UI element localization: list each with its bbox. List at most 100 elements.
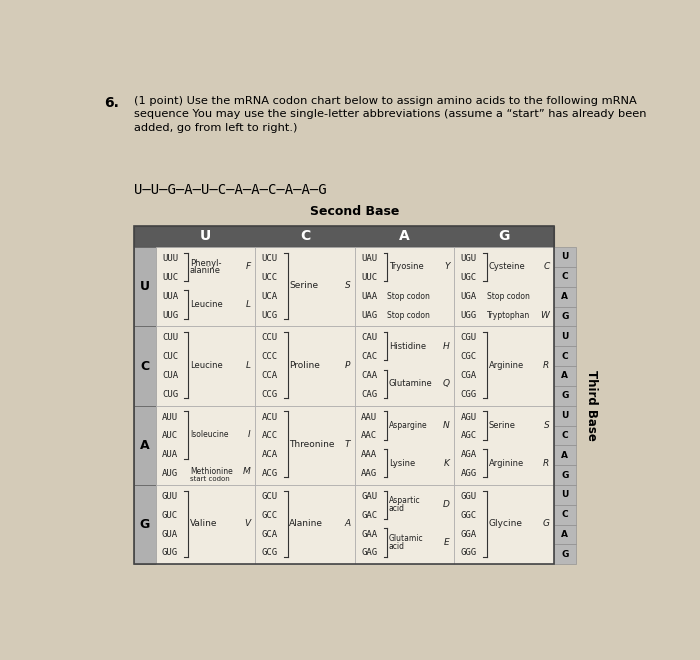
Text: UUU: UUU (162, 254, 178, 263)
Bar (134, 247, 155, 327)
Text: M: M (243, 467, 251, 477)
Text: GCA: GCA (262, 529, 278, 539)
Text: Leucine: Leucine (190, 300, 223, 309)
Text: Tryosine: Tryosine (389, 263, 424, 271)
Bar (554, 346, 575, 366)
Bar (355, 406, 454, 485)
Text: AAU: AAU (361, 412, 377, 422)
Text: R: R (543, 459, 550, 468)
Text: UUC: UUC (162, 273, 178, 282)
Text: Third Base: Third Base (584, 370, 598, 441)
Text: GAA: GAA (361, 529, 377, 539)
Text: (1 point) Use the mRNA codon chart below to assign amino acids to the following : (1 point) Use the mRNA codon chart below… (134, 96, 647, 133)
Text: F: F (246, 263, 251, 271)
Text: AAA: AAA (361, 450, 377, 459)
Text: GAG: GAG (361, 548, 377, 558)
Bar (554, 485, 575, 505)
Text: ACC: ACC (262, 432, 278, 440)
Text: H: H (443, 342, 450, 350)
Text: G: G (561, 312, 568, 321)
Text: C: C (561, 273, 568, 281)
Text: D: D (443, 500, 450, 510)
Text: CGC: CGC (461, 352, 477, 361)
Text: G: G (561, 550, 568, 559)
Text: ACG: ACG (262, 469, 278, 478)
Text: C: C (561, 431, 568, 440)
Text: CGA: CGA (461, 371, 477, 380)
Text: CCC: CCC (262, 352, 278, 361)
Bar (454, 485, 554, 564)
Text: C: C (140, 360, 149, 372)
Text: UUA: UUA (162, 292, 178, 301)
Text: CGG: CGG (461, 390, 477, 399)
Text: CGU: CGU (461, 333, 477, 342)
Text: CAC: CAC (361, 352, 377, 361)
Text: CUG: CUG (162, 390, 178, 399)
Text: Glutamic: Glutamic (389, 534, 424, 543)
Bar (256, 485, 355, 564)
Bar (554, 247, 575, 267)
Text: Serine: Serine (289, 281, 318, 290)
Text: Glycine: Glycine (489, 519, 523, 528)
Text: Proline: Proline (289, 360, 321, 370)
Text: UGC: UGC (461, 273, 477, 282)
Text: GGC: GGC (461, 511, 477, 519)
Bar (155, 327, 256, 406)
Text: Aspargine: Aspargine (389, 421, 428, 430)
Text: AUG: AUG (162, 469, 178, 478)
Text: UGA: UGA (461, 292, 477, 301)
Text: CCA: CCA (262, 371, 278, 380)
Bar (355, 327, 454, 406)
Bar (454, 406, 554, 485)
Bar (554, 465, 575, 485)
Text: UCU: UCU (262, 254, 278, 263)
Text: Stop codon: Stop codon (387, 311, 430, 319)
Text: U: U (561, 332, 568, 341)
Text: A: A (344, 519, 350, 528)
Bar (256, 327, 355, 406)
Bar (355, 247, 454, 327)
Bar (554, 426, 575, 446)
Bar (256, 247, 355, 327)
Bar (155, 485, 256, 564)
Text: A: A (561, 372, 568, 380)
Bar (134, 406, 155, 485)
Text: P: P (345, 360, 350, 370)
Bar (554, 525, 575, 544)
Text: GCU: GCU (262, 492, 278, 501)
Text: Stop codon: Stop codon (487, 292, 530, 301)
Text: Arginine: Arginine (489, 360, 524, 370)
Text: GUA: GUA (162, 529, 178, 539)
Text: A: A (561, 451, 568, 460)
Text: C: C (543, 263, 550, 271)
Text: acid: acid (389, 504, 405, 513)
Text: Valine: Valine (190, 519, 217, 528)
Text: U: U (561, 411, 568, 420)
Text: CCG: CCG (262, 390, 278, 399)
Text: AAG: AAG (361, 469, 377, 478)
Bar (155, 247, 256, 327)
Text: CAU: CAU (361, 333, 377, 342)
Text: N: N (443, 421, 450, 430)
Text: GCG: GCG (262, 548, 278, 558)
Text: V: V (244, 519, 251, 528)
Text: CAA: CAA (361, 371, 377, 380)
Text: GAC: GAC (361, 511, 377, 519)
Text: U: U (200, 229, 211, 244)
Bar (554, 327, 575, 346)
Text: UCA: UCA (262, 292, 278, 301)
Text: U: U (561, 490, 568, 500)
Text: U: U (561, 253, 568, 261)
Text: K: K (444, 459, 450, 468)
Text: CUC: CUC (162, 352, 178, 361)
Text: R: R (543, 360, 550, 370)
Bar (454, 247, 554, 327)
Text: 6.: 6. (104, 96, 120, 110)
Text: Phenyl-: Phenyl- (190, 259, 221, 269)
Text: GUG: GUG (162, 548, 178, 558)
Text: S: S (544, 421, 550, 430)
Text: Q: Q (442, 379, 450, 389)
Text: UAU: UAU (361, 254, 377, 263)
Text: AAC: AAC (361, 432, 377, 440)
Text: C: C (300, 229, 310, 244)
